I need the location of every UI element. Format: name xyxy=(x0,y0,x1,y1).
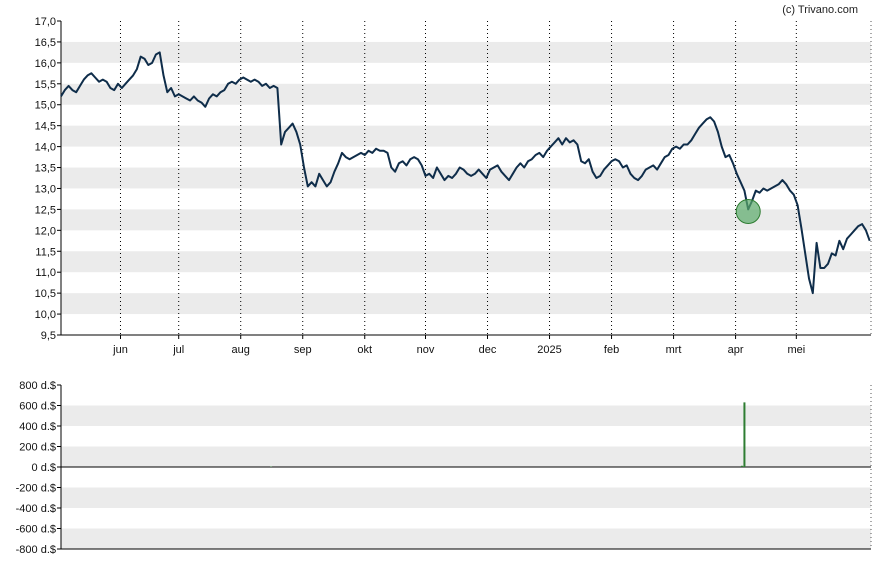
price-y-tick-label: 17,0 xyxy=(35,16,56,28)
price-x-tick-label: aug xyxy=(232,344,250,356)
volume-y-tick-labels: 800 d.$ 600 d.$ 400 d.$ 200 d.$ 0 d.$ -200 d.… xyxy=(16,380,61,556)
volume-y-tick-label: 200 d.$ xyxy=(19,442,56,454)
price-x-tick-label: apr xyxy=(728,344,744,356)
volume-y-tick-label: -400 d.$ xyxy=(16,503,56,515)
price-vertical-gridlines xyxy=(119,21,797,335)
price-y-tick-label: 16,0 xyxy=(35,58,56,70)
price-y-tick-label: 14,0 xyxy=(35,142,56,154)
price-x-tick-labels: jun jul aug sep okt nov dec 2025 feb mrt apr mei xyxy=(112,335,805,356)
price-y-tick-label: 13,0 xyxy=(35,183,56,195)
volume-band xyxy=(61,528,871,549)
price-y-tick-label: 9,5 xyxy=(41,330,56,342)
price-x-tick-label: jun xyxy=(112,344,128,356)
price-y-tick-label: 14,5 xyxy=(35,121,56,133)
price-panel: 17,0 16,5 16,0 15,5 15,0 14,5 14,0 13,5 13,0 12,5… xyxy=(35,16,872,356)
price-x-tick-label: sep xyxy=(294,344,312,356)
price-series-line xyxy=(60,51,871,295)
price-y-tick-label: 13,5 xyxy=(35,163,56,175)
price-x-tick-label: okt xyxy=(357,344,372,356)
price-x-tick-label: 2025 xyxy=(537,344,561,356)
price-x-tick-label: feb xyxy=(604,344,619,356)
volume-grid-bands xyxy=(61,405,871,549)
price-y-tick-label: 11,5 xyxy=(35,246,56,258)
price-band xyxy=(61,167,871,189)
price-event-marker xyxy=(735,198,761,224)
volume-bars xyxy=(270,402,746,467)
volume-y-tick-label: -800 d.$ xyxy=(16,544,56,556)
price-x-tick-label: jul xyxy=(172,344,184,356)
volume-y-tick-label: 600 d.$ xyxy=(19,401,56,413)
price-band xyxy=(61,41,871,63)
price-x-tick-label: mei xyxy=(787,344,805,356)
price-y-tick-label: 16,5 xyxy=(35,37,56,49)
price-band xyxy=(61,251,871,273)
volume-band xyxy=(61,446,871,467)
price-y-tick-label: 10,0 xyxy=(35,309,56,321)
volume-y-tick-label: -200 d.$ xyxy=(16,483,56,495)
price-band xyxy=(61,125,871,147)
price-y-tick-label: 12,5 xyxy=(35,204,56,216)
price-y-tick-label: 15,0 xyxy=(35,100,56,112)
price-band xyxy=(61,209,871,231)
volume-band xyxy=(61,405,871,426)
chart-credit: (c) Trivano.com xyxy=(782,4,858,16)
volume-y-tick-label: -600 d.$ xyxy=(16,524,56,536)
price-y-tick-label: 15,5 xyxy=(35,79,56,91)
volume-panel: 800 d.$ 600 d.$ 400 d.$ 200 d.$ 0 d.$ -200 d.… xyxy=(16,380,872,556)
price-x-tick-label: dec xyxy=(479,344,497,356)
price-x-tick-label: mrt xyxy=(666,344,682,356)
volume-band xyxy=(61,487,871,508)
volume-y-tick-label: 800 d.$ xyxy=(19,380,56,392)
volume-y-tick-label: 0 d.$ xyxy=(32,462,56,474)
price-y-tick-labels: 17,0 16,5 16,0 15,5 15,0 14,5 14,0 13,5 13,0 12,5… xyxy=(35,16,61,342)
price-grid-bands xyxy=(61,41,871,315)
price-y-tick-label: 12,0 xyxy=(35,225,56,237)
price-y-tick-label: 10,5 xyxy=(35,288,56,300)
price-x-tick-label: nov xyxy=(417,344,435,356)
price-y-tick-label: 11,0 xyxy=(35,267,56,279)
volume-y-tick-label: 400 d.$ xyxy=(19,421,56,433)
price-band xyxy=(61,83,871,105)
price-band xyxy=(61,293,871,315)
